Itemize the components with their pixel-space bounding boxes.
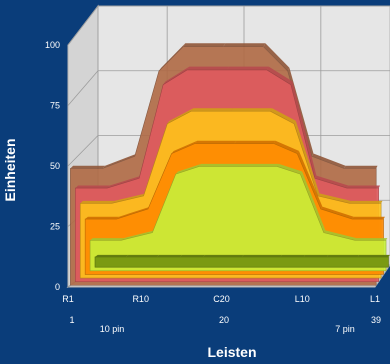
series-3-top-8 xyxy=(317,193,351,204)
x-axis-title: Leisten xyxy=(207,344,256,360)
series-5-top-5 xyxy=(223,43,266,47)
x-axis-ticks: R1 R10 C20 L10 L1 1 20 39 10 pin 7 pin xyxy=(62,294,381,334)
series-2-top-3 xyxy=(171,140,198,154)
x-tick-number-2: 39 xyxy=(371,315,381,325)
series-4-top-9 xyxy=(346,185,381,189)
series-5-top-1 xyxy=(102,153,138,169)
series-1 xyxy=(89,163,388,272)
series-0-top-8 xyxy=(326,254,360,257)
series-1-top-9 xyxy=(354,238,388,241)
x-tick-number-1: 20 xyxy=(219,315,229,325)
series-5-top-0 xyxy=(70,165,106,169)
x-tick-label-2: C20 xyxy=(213,294,230,304)
series-4-top-8 xyxy=(314,175,349,189)
series-3-top-3 xyxy=(167,108,194,124)
x-tick-pin-0: 10 pin xyxy=(100,324,125,334)
series-3-top-6 xyxy=(270,108,296,124)
y-axis-title: Einheiten xyxy=(2,138,18,201)
series-2-top-7 xyxy=(297,150,323,209)
series-0-top-3 xyxy=(179,254,206,257)
y-tick-label-3: 75 xyxy=(50,101,60,111)
series-3-top-4 xyxy=(191,108,233,112)
series-2-top-5 xyxy=(234,140,276,144)
y-tick-label-1: 25 xyxy=(50,222,60,232)
gridline-side-4 xyxy=(67,5,99,46)
chart-series xyxy=(70,43,390,286)
series-2-top-0 xyxy=(85,216,120,220)
y-tick-label-2: 50 xyxy=(50,161,60,171)
x-tick-label-3: L10 xyxy=(295,294,310,304)
series-3-top-9 xyxy=(349,200,383,204)
y-tick-label-4: 100 xyxy=(45,40,60,50)
series-3-top-0 xyxy=(80,200,115,204)
series-0-top-1 xyxy=(125,254,160,257)
series-0-top-7 xyxy=(303,254,329,257)
series-1-top-0 xyxy=(90,238,124,241)
series-1-top-8 xyxy=(323,230,357,241)
series-0-top-0 xyxy=(95,254,129,257)
series-1-top-5 xyxy=(238,163,279,167)
series-4-top-5 xyxy=(226,66,269,70)
series-0-top-5 xyxy=(241,254,283,257)
series-5-top-8 xyxy=(311,153,346,169)
series-4-top-4 xyxy=(187,66,230,70)
series-2-top-6 xyxy=(273,140,299,154)
series-2-top-8 xyxy=(320,206,354,220)
series-1-top-3 xyxy=(175,163,202,175)
series-0-top-6 xyxy=(280,254,306,257)
y-axis-ticks: 0 25 50 75 100 xyxy=(45,40,60,292)
series-3-top-7 xyxy=(294,120,320,196)
series-2-top-9 xyxy=(352,216,385,220)
x-tick-pin-1: 7 pin xyxy=(335,324,355,334)
series-1-top-6 xyxy=(277,163,303,175)
series-3-top-1 xyxy=(111,193,146,204)
series-1-top-7 xyxy=(300,171,326,233)
x-tick-label-0: R1 xyxy=(62,294,74,304)
series-0-top-9 xyxy=(357,254,390,257)
series-4-top-3 xyxy=(163,66,190,85)
series-2-top-1 xyxy=(116,206,151,220)
series-1-top-1 xyxy=(121,230,155,241)
series-0-front xyxy=(94,256,389,268)
x-tick-number-0: 1 xyxy=(69,315,74,325)
series-1-top-4 xyxy=(199,163,241,167)
x-tick-label-1: R10 xyxy=(132,294,149,304)
series-4-top-1 xyxy=(107,175,142,189)
series-3-top-5 xyxy=(230,108,273,112)
series-0-top-2 xyxy=(156,254,183,257)
series-4-top-0 xyxy=(75,185,110,189)
series-0-top-4 xyxy=(203,254,244,257)
series-0 xyxy=(94,254,390,268)
series-4-top-6 xyxy=(266,66,293,85)
y-tick-label-0: 0 xyxy=(55,282,60,292)
series-2-top-4 xyxy=(195,140,237,144)
gridline-side-3 xyxy=(67,70,99,106)
series-5-top-6 xyxy=(263,43,290,72)
series-4-top-7 xyxy=(290,81,317,179)
series-5-top-9 xyxy=(344,165,378,169)
x-tick-label-4: L1 xyxy=(370,294,380,304)
gridline-side-2 xyxy=(67,135,99,167)
series-5-top-4 xyxy=(183,43,226,47)
